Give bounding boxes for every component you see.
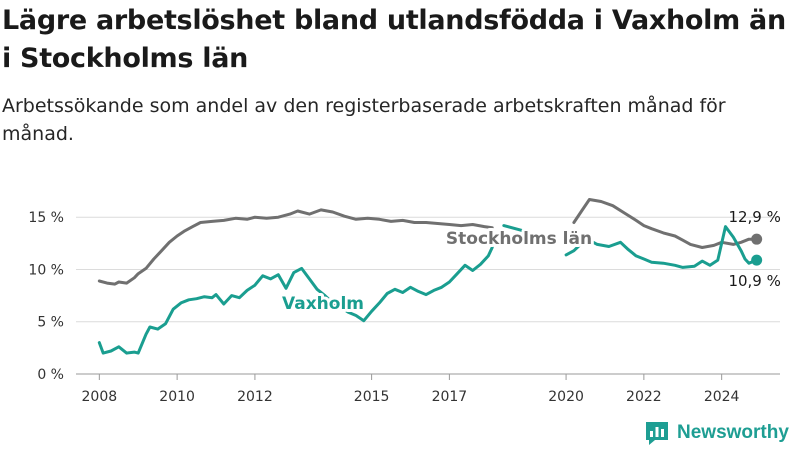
series-end-point-vaxholm	[751, 254, 763, 266]
brand: Newsworthy	[643, 418, 789, 448]
y-axis-ticks: 0 % 5 % 10 % 15 %	[28, 210, 64, 383]
brand-name: Newsworthy	[677, 422, 789, 443]
x-tick-label: 2022	[626, 389, 662, 405]
series-end-point-stockholm	[751, 233, 763, 245]
annotation-vaxholm: Vaxholm	[282, 294, 364, 314]
x-tick-label: 2024	[704, 389, 740, 405]
annotation-stockholms-lan: Stockholms län	[446, 229, 592, 249]
y-tick-label: 15 %	[28, 210, 64, 226]
series-line-vaxholm	[564, 225, 759, 269]
x-tick-label: 2020	[548, 389, 584, 405]
series-line-stockholm	[97, 208, 494, 286]
annotation-stockholms-lan-halo: Stockholms län	[446, 229, 592, 249]
x-axis-ticks: 2008 2010 2012 2015 2017 2020 2022 2024	[82, 374, 740, 405]
y-tick-label: 5 %	[37, 315, 64, 331]
x-tick-label: 2015	[354, 389, 390, 405]
series-line-vaxholm	[97, 246, 494, 355]
page-subtitle: Arbetssökande som andel av den registerb…	[2, 95, 726, 145]
y-tick-label: 0 %	[37, 367, 64, 383]
series-line-vaxholm	[502, 224, 525, 233]
x-tick-label: 2010	[159, 389, 195, 405]
annotation-vaxholm-halo: Vaxholm	[282, 294, 364, 314]
series-line-stockholm	[572, 198, 759, 249]
y-tick-label: 10 %	[28, 262, 64, 278]
x-tick-label: 2017	[432, 389, 468, 405]
end-label-vaxholm: 10,9 %	[728, 272, 780, 290]
end-label-stockholms-lan: 12,9 %	[728, 208, 780, 226]
x-tick-label: 2012	[237, 389, 273, 405]
page-title: Lägre arbetslöshet bland utlandsfödda i …	[2, 5, 786, 74]
gridlines	[76, 216, 780, 375]
x-tick-label: 2008	[82, 389, 118, 405]
series-lines	[97, 198, 763, 355]
newsworthy-logo-icon	[646, 422, 668, 445]
